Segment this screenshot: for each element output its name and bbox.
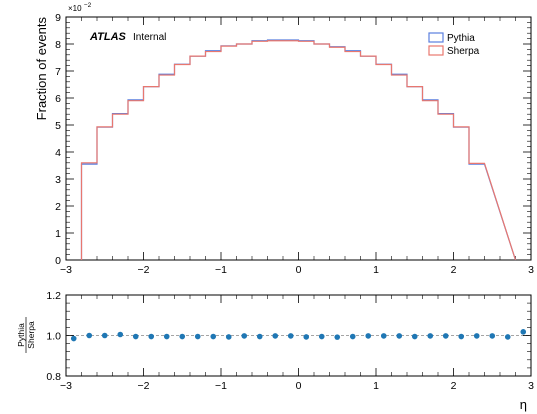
ratio-point [365,333,372,339]
ratio-point [349,333,356,340]
ratio-point [225,334,232,340]
ratio-x-tick-label: 0 [296,380,302,392]
y-axis-label: Fraction of events [34,17,49,121]
atlas-sublabel: Internal [133,32,166,43]
ratio-point [86,332,93,339]
ratio-x-tick-label: −3 [60,380,72,392]
ratio-point [380,333,387,339]
histogram-pythia [80,39,517,261]
legend-label-pythia: Pythia [447,33,475,44]
ratio-point [70,335,77,342]
legend: Pythia Sherpa [428,32,480,57]
ratio-point [520,329,527,335]
ratio-point [442,333,449,339]
ratio-point [473,333,480,339]
atlas-label: ATLAS [89,31,127,43]
legend-swatch-pythia [428,32,444,43]
main-x-tick-label: 0 [296,264,302,276]
ratio-point [411,333,418,340]
main-y-tick-label: 3 [55,174,61,186]
ratio-y-tick-label: 0.8 [46,371,61,383]
ratio-point [101,332,108,339]
ratio-point [256,333,263,340]
ratio-point [489,333,496,339]
ratio-y-label: Pythia Sherpa [16,317,36,353]
ratio-y-label-numerator: Pythia [16,323,26,347]
ratio-point [427,333,434,339]
main-panel: 0 1 2 3 4 5 6 7 8 9 −3 −2 −1 0 1 2 3 Fraction of events… [34,2,534,276]
ratio-point [163,333,170,340]
main-x-tick-label: 2 [451,264,457,276]
legend-label-sherpa: Sherpa [447,46,480,57]
ratio-x-tick-label: 2 [451,380,457,392]
main-x-tick-label: −1 [215,264,227,276]
ratio-y-label-denominator: Sherpa [26,321,36,349]
main-y-ticks: 0 1 2 3 4 5 6 7 8 9 [55,12,531,267]
ratio-x-tick-label: −1 [215,380,227,392]
ratio-point [303,334,310,340]
main-x-tick-label: −3 [60,264,72,276]
ratio-point [272,333,279,339]
main-x-tick-label: 1 [373,264,379,276]
main-x-tick-label: −2 [138,264,150,276]
main-y-tick-label: 0 [55,255,61,267]
main-y-tick-label: 8 [55,39,61,51]
main-y-tick-label: 1 [55,228,61,240]
main-y-tick-label: 2 [55,201,61,213]
ratio-point [396,333,403,339]
ratio-points [70,329,527,342]
main-y-tick-label: 4 [55,147,61,159]
main-x-ticks: −3 −2 −1 0 1 2 3 [60,17,534,276]
y-multiplier-base: ×10 [68,4,82,13]
main-y-tick-label: 6 [55,93,61,105]
main-series [80,39,517,261]
ratio-y-tick-label: 1.0 [46,331,61,343]
ratio-point [241,333,248,339]
legend-swatch-sherpa [428,45,444,56]
main-y-tick-label: 5 [55,120,61,132]
y-multiplier: ×10 −2 [68,2,92,13]
ratio-y-ticks: 0.8 1.0 1.2 [46,290,531,383]
histogram-sherpa [80,40,517,261]
ratio-point [194,333,201,340]
ratio-point [318,333,325,340]
ratio-y-tick-label: 1.2 [46,290,61,302]
ratio-point [148,333,155,340]
main-y-tick-label: 9 [55,12,61,24]
ratio-point [179,333,186,340]
main-y-tick-label: 7 [55,66,61,78]
ratio-point [132,333,139,340]
ratio-point [210,333,217,340]
y-multiplier-exponent: −2 [84,2,92,9]
ratio-x-ticks: −3 −2 −1 0 1 2 3 [60,295,534,392]
ratio-point [504,334,511,340]
ratio-x-tick-label: 1 [373,380,379,392]
ratio-point [334,334,341,340]
ratio-point [117,331,124,338]
x-axis-label: η [520,397,527,412]
ratio-point [287,333,294,339]
main-x-tick-label: 3 [528,264,534,276]
ratio-x-tick-label: 3 [528,380,534,392]
ratio-panel: 0.8 1.0 1.2 −3 −2 −1 0 1 2 3 Pythia Sherpa η [16,290,534,412]
ratio-point [458,333,465,340]
ratio-x-tick-label: −2 [138,380,150,392]
